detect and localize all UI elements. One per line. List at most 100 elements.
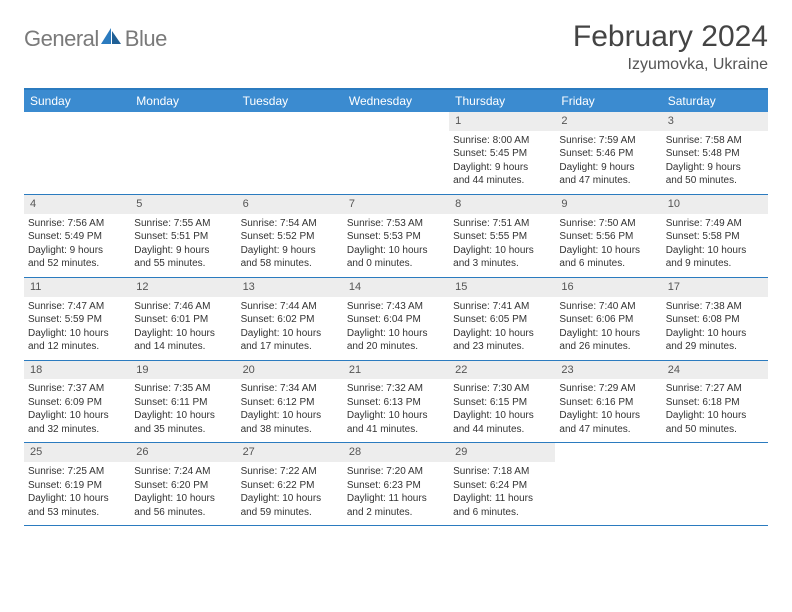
daylight2-text: and 58 minutes. [241, 257, 339, 271]
day-number: 13 [237, 278, 343, 297]
daylight1-text: Daylight: 10 hours [559, 327, 657, 341]
sunset-text: Sunset: 6:08 PM [666, 313, 764, 327]
daylight1-text: Daylight: 9 hours [134, 244, 232, 258]
day-number: 27 [237, 443, 343, 462]
daylight2-text: and 14 minutes. [134, 340, 232, 354]
sunrise-text: Sunrise: 7:47 AM [28, 300, 126, 314]
sunrise-text: Sunrise: 7:50 AM [559, 217, 657, 231]
daylight1-text: Daylight: 10 hours [241, 327, 339, 341]
calendar-cell: 29Sunrise: 7:18 AMSunset: 6:24 PMDayligh… [449, 443, 555, 525]
day-number: 9 [555, 195, 661, 214]
sunrise-text: Sunrise: 7:24 AM [134, 465, 232, 479]
daylight2-text: and 56 minutes. [134, 506, 232, 520]
calendar-cell: 12 Sunrise: 7:46 AMSunset: 6:01 PMDayligh… [130, 278, 236, 360]
sunset-text: Sunset: 6:20 PM [134, 479, 232, 493]
week-row: 4 Sunrise: 7:56 AMSunset: 5:49 PM Daylight… [24, 195, 768, 278]
calendar-cell: 11 Sunrise: 7:47 AMSunset: 5:59 PMDayligh… [24, 278, 130, 360]
daylight1-text: Daylight: 10 hours [241, 409, 339, 423]
calendar-cell: 25Sunrise: 7:25 AMSunset: 6:19 PMDayligh… [24, 443, 130, 525]
sunset-text: Sunset: 6:23 PM [347, 479, 445, 493]
daylight2-text: and 32 minutes. [28, 423, 126, 437]
calendar-cell: 4Sunrise: 7:56 AMSunset: 5:49 PMDaylight… [24, 195, 130, 277]
day-number: 25 [24, 443, 130, 462]
sunset-text: Sunset: 6:16 PM [559, 396, 657, 410]
location-label: Izyumovka, Ukraine [573, 56, 768, 74]
daylight2-text: and 35 minutes. [134, 423, 232, 437]
calendar-cell: 19Sunrise: 7:35 AMSunset: 6:11 PMDayligh… [130, 361, 236, 443]
calendar-cell: 21Sunrise: 7:32 AMSunset: 6:13 PMDayligh… [343, 361, 449, 443]
sunrise-text: Sunrise: 7:44 AM [241, 300, 339, 314]
calendar-cell [24, 112, 130, 194]
day-number: 5 [130, 195, 236, 214]
day-number: 10 [662, 195, 768, 214]
sunset-text: Sunset: 5:46 PM [559, 147, 657, 161]
calendar-cell: 7Sunrise: 7:53 AMSunset: 5:53 PMDaylight… [343, 195, 449, 277]
calendar-cell: 17Sunrise: 7:38 AMSunset: 6:08 PMDayligh… [662, 278, 768, 360]
sunset-text: Sunset: 5:49 PM [28, 230, 126, 244]
sunset-text: Sunset: 5:55 PM [453, 230, 551, 244]
day-number: 3 [662, 112, 768, 131]
day-number: 2 [555, 112, 661, 131]
calendar-cell [555, 443, 661, 525]
sunset-text: Sunset: 6:24 PM [453, 479, 551, 493]
sunrise-text: Sunrise: 7:59 AM [559, 134, 657, 148]
sunrise-text: Sunrise: 7:35 AM [134, 382, 232, 396]
sunset-text: Sunset: 5:59 PM [28, 313, 126, 327]
daylight2-text: and 23 minutes. [453, 340, 551, 354]
daylight1-text: Daylight: 10 hours [666, 244, 764, 258]
daylight2-text: and 59 minutes. [241, 506, 339, 520]
day-number: 14 [343, 278, 449, 297]
sunset-text: Sunset: 6:06 PM [559, 313, 657, 327]
header: General Blue February 2024 Izyumovka, Uk… [24, 20, 768, 74]
calendar-cell: 5Sunrise: 7:55 AMSunset: 5:51 PMDaylight… [130, 195, 236, 277]
month-title: February 2024 [573, 20, 768, 54]
daylight2-text: and 6 minutes. [453, 506, 551, 520]
daylight1-text: Daylight: 10 hours [134, 327, 232, 341]
sunrise-text: Sunrise: 7:41 AM [453, 300, 551, 314]
daylight1-text: Daylight: 10 hours [347, 327, 445, 341]
daylight2-text: and 12 minutes. [28, 340, 126, 354]
day-number: 28 [343, 443, 449, 462]
calendar-cell: 23Sunrise: 7:29 AMSunset: 6:16 PMDayligh… [555, 361, 661, 443]
day-header-fri: Friday [555, 90, 661, 112]
daylight2-text: and 26 minutes. [559, 340, 657, 354]
sunset-text: Sunset: 6:19 PM [28, 479, 126, 493]
daylight1-text: Daylight: 10 hours [666, 409, 764, 423]
daylight1-text: Daylight: 10 hours [28, 327, 126, 341]
daylight2-text: and 44 minutes. [453, 174, 551, 188]
calendar-cell: 28Sunrise: 7:20 AMSunset: 6:23 PMDayligh… [343, 443, 449, 525]
daylight2-text: and 47 minutes. [559, 423, 657, 437]
daylight1-text: Daylight: 9 hours [559, 161, 657, 175]
sunrise-text: Sunrise: 7:46 AM [134, 300, 232, 314]
calendar-cell [237, 112, 343, 194]
sunrise-text: Sunrise: 7:30 AM [453, 382, 551, 396]
day-header-sun: Sunday [24, 90, 130, 112]
sunset-text: Sunset: 6:01 PM [134, 313, 232, 327]
sunset-text: Sunset: 6:11 PM [134, 396, 232, 410]
sunrise-text: Sunrise: 7:18 AM [453, 465, 551, 479]
calendar-cell: 27Sunrise: 7:22 AMSunset: 6:22 PMDayligh… [237, 443, 343, 525]
sunrise-text: Sunrise: 7:56 AM [28, 217, 126, 231]
week-row: 1Sunrise: 8:00 AMSunset: 5:45 PMDaylight… [24, 112, 768, 195]
brand-word2: Blue [125, 26, 167, 52]
calendar-cell: 18Sunrise: 7:37 AMSunset: 6:09 PMDayligh… [24, 361, 130, 443]
calendar-cell: 10Sunrise: 7:49 AMSunset: 5:58 PMDayligh… [662, 195, 768, 277]
calendar-cell: 14Sunrise: 7:43 AMSunset: 6:04 PMDayligh… [343, 278, 449, 360]
sunset-text: Sunset: 6:02 PM [241, 313, 339, 327]
day-header-mon: Monday [130, 90, 236, 112]
day-number: 11 [24, 278, 130, 297]
daylight2-text: and 29 minutes. [666, 340, 764, 354]
sunrise-text: Sunrise: 7:37 AM [28, 382, 126, 396]
sunrise-text: Sunrise: 7:27 AM [666, 382, 764, 396]
sunset-text: Sunset: 5:58 PM [666, 230, 764, 244]
day-number: 12 [130, 278, 236, 297]
day-number: 4 [24, 195, 130, 214]
daylight2-text: and 0 minutes. [347, 257, 445, 271]
daylight1-text: Daylight: 10 hours [347, 244, 445, 258]
daylight1-text: Daylight: 10 hours [666, 327, 764, 341]
day-number: 7 [343, 195, 449, 214]
daylight1-text: Daylight: 10 hours [453, 409, 551, 423]
daylight2-text: and 52 minutes. [28, 257, 126, 271]
daylight1-text: Daylight: 10 hours [134, 492, 232, 506]
calendar-cell: 8Sunrise: 7:51 AMSunset: 5:55 PMDaylight… [449, 195, 555, 277]
